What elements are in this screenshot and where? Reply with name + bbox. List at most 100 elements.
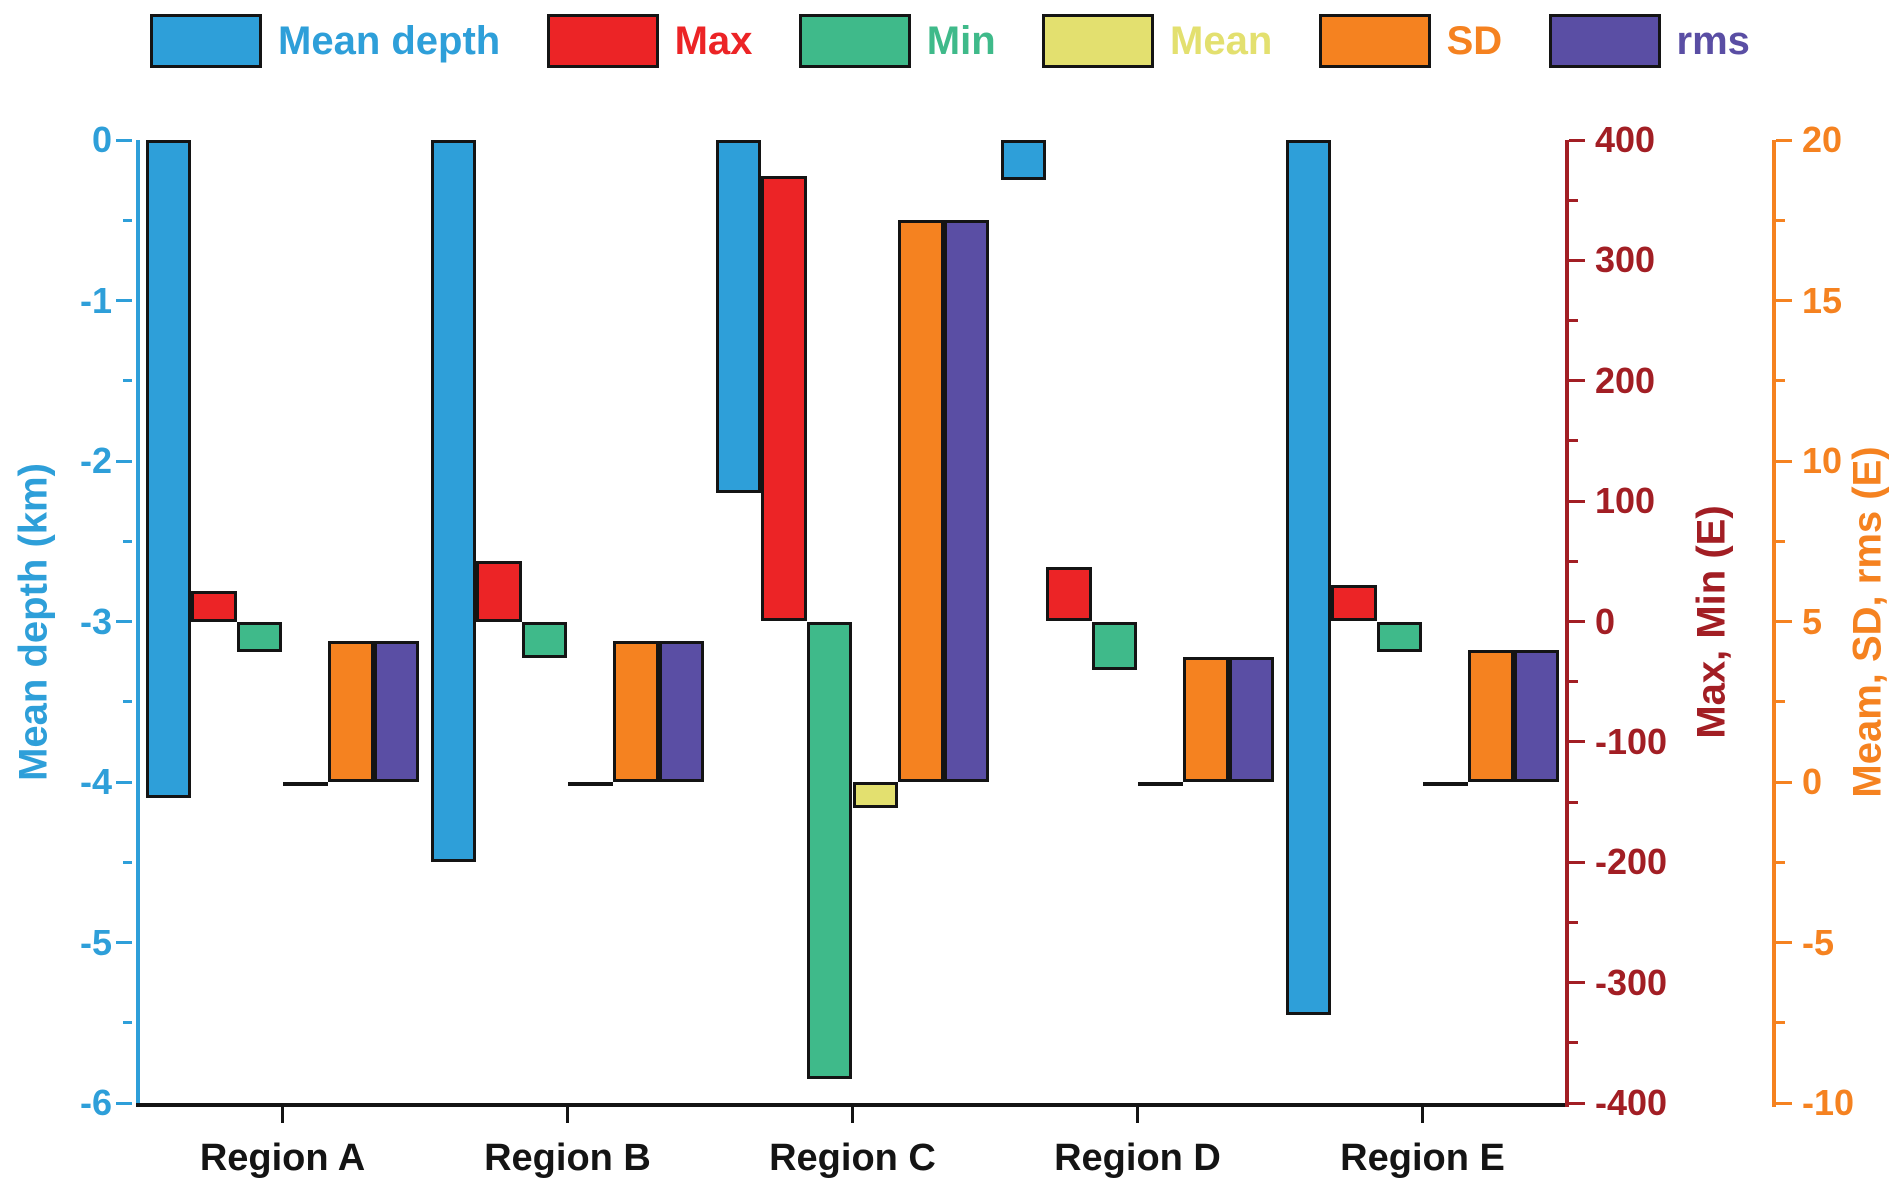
maxmin-major-tick [1569,860,1585,864]
stats-major-tick [1776,941,1792,944]
bar-mean-depth-region-e [1285,140,1332,1015]
stats-tick-label: 15 [1802,279,1843,321]
legend: Mean depth Max Min Mean SD rms [150,10,1750,72]
maxmin-minor-tick [1569,439,1578,443]
x-axis-tick [566,1107,569,1123]
bar-min-region-c [806,621,853,1079]
depth-minor-tick [123,539,132,543]
depth-tick-label: -4 [79,761,112,802]
bar-sd-region-d [1183,656,1229,782]
legend-label-rms: rms [1676,18,1750,63]
stats-axis-title: Meam, SD, rms (E) [1845,445,1890,798]
maxmin-major-tick [1569,499,1585,503]
bar-rms-region-b [658,640,705,782]
x-axis-tick [1421,1107,1424,1123]
stats-major-tick [1776,459,1792,463]
x-axis-tick [281,1107,284,1123]
maxmin-tick-label: 0 [1595,600,1616,642]
depth-major-tick [116,459,132,463]
maxmin-minor-tick [1569,319,1578,323]
maxmin-tick-label: 300 [1595,239,1656,281]
maxmin-major-tick [1569,138,1585,142]
x-category-label-region-d: Region D [1054,1137,1221,1179]
depth-major-tick [116,138,132,142]
legend-item-max: Max [546,14,752,68]
legend-item-mean: Mean [1042,14,1272,68]
depth-tick-label: -3 [79,600,112,642]
depth-tick-label: -2 [79,440,112,481]
bar-min-region-e [1376,621,1423,652]
mean-swatch [1042,14,1154,68]
x-axis-tick [1136,1107,1139,1123]
bar-sd-region-c [898,220,944,782]
stats-tick-label: -5 [1802,921,1835,963]
stats-tick-label: 20 [1802,119,1843,160]
bar-sd-region-a [328,640,374,782]
stats-minor-tick [1776,539,1785,543]
maxmin-major-tick [1569,981,1585,985]
stats-tick-label: -10 [1802,1082,1855,1123]
maxmin-minor-tick [1569,198,1578,202]
stats-major-tick [1776,780,1792,784]
bar-rms-region-d [1228,656,1275,782]
bar-mean-region-b [567,782,614,786]
stats-major-tick [1776,138,1792,142]
bar-min-region-d [1091,621,1138,670]
bar-max-region-e [1331,585,1377,622]
bar-min-region-b [521,621,568,658]
depth-major-tick [116,1101,132,1105]
depth-minor-tick [123,1021,132,1025]
maxmin-tick-label: -200 [1595,841,1668,883]
bar-rms-region-a [373,640,420,782]
depth-major-tick [116,299,132,302]
legend-item-min: Min [798,14,996,68]
maxmin-minor-tick [1569,559,1578,563]
maxmin-axis-line [1565,140,1569,1107]
maxmin-tick-label: -100 [1595,720,1668,762]
bar-mean-depth-region-a [145,140,192,799]
legend-item-sd: SD [1318,14,1503,68]
maxmin-major-tick [1569,740,1585,744]
maxmin-minor-tick [1569,680,1578,684]
stats-minor-tick [1776,860,1785,864]
depth-minor-tick [123,379,132,383]
maxmin-minor-tick [1569,800,1578,804]
depth-major-tick [116,780,132,784]
stats-major-tick [1776,1101,1792,1105]
maxmin-minor-tick [1569,920,1578,924]
depth-tick-label: 0 [91,119,112,160]
maxmin-major-tick [1569,258,1585,262]
min-swatch [798,14,911,68]
stats-minor-tick [1776,218,1785,222]
stats-tick-label: 10 [1802,440,1843,481]
bar-min-region-a [236,621,283,652]
maxmin-tick-label: 200 [1595,359,1656,401]
rms-swatch [1548,14,1661,68]
x-category-label-region-e: Region E [1340,1137,1505,1179]
legend-label-mean-depth: Mean depth [278,18,501,63]
bar-rms-region-c [943,220,990,782]
bar-mean-depth-region-b [430,140,477,863]
maxmin-axis-title: Max, Min (E) [1689,504,1734,739]
bar-max-region-a [191,591,237,622]
bar-mean-region-c [852,782,899,808]
bar-max-region-b [476,561,522,622]
depth-major-tick [116,620,132,623]
x-axis-line [136,1103,1569,1107]
depth-minor-tick [123,700,132,704]
legend-label-sd: SD [1446,18,1503,63]
bar-max-region-d [1046,567,1092,622]
stats-axis-line [1772,140,1776,1107]
bar-mean-depth-region-c [715,140,762,494]
bar-mean-region-d [1137,782,1184,786]
legend-item-rms: rms [1548,14,1750,68]
legend-label-min: Min [926,18,996,63]
depth-minor-tick [123,218,132,222]
stats-tick-label: 5 [1802,600,1823,642]
depth-axis-line [136,140,140,1107]
depth-minor-tick [123,860,132,864]
max-swatch [546,14,659,68]
depth-tick-label: -1 [79,279,112,321]
sd-swatch [1318,14,1431,68]
bar-sd-region-b [613,640,659,782]
